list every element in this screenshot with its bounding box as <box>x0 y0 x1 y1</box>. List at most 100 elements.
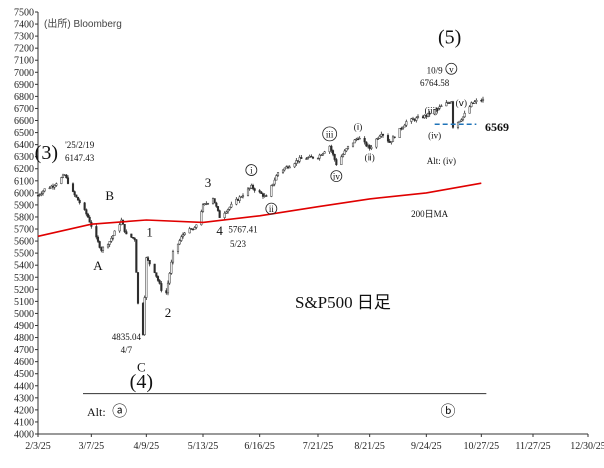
price-candle <box>380 133 383 137</box>
price-candle <box>181 234 185 238</box>
price-candle <box>78 200 81 204</box>
wave-label: 1 <box>146 224 153 239</box>
wave-label: 4/7 <box>121 345 133 355</box>
y-tick-label: 5500 <box>14 249 34 260</box>
price-series <box>36 96 485 336</box>
price-candle <box>160 283 163 291</box>
price-candle <box>258 190 261 193</box>
y-tick-label: 4800 <box>14 333 34 344</box>
x-tick-label: 9/24/25 <box>411 441 442 452</box>
wave-label: (3) <box>35 142 58 164</box>
y-tick-label: 7400 <box>14 20 34 31</box>
wave-label: 3 <box>205 175 212 190</box>
wave-circle <box>265 202 278 215</box>
price-candle <box>298 157 301 162</box>
price-candle <box>365 141 368 147</box>
price-candle <box>110 238 113 242</box>
price-candle <box>265 195 268 197</box>
price-candle <box>458 120 461 123</box>
price-candle <box>166 282 170 294</box>
wave-label: B <box>105 188 114 203</box>
price-candle <box>461 116 465 121</box>
price-candle <box>40 193 43 195</box>
price-candle <box>353 139 356 144</box>
price-candle <box>50 185 53 189</box>
y-tick-label: 4300 <box>14 393 34 404</box>
price-candle <box>36 195 40 197</box>
price-candle <box>153 263 156 273</box>
price-candle <box>426 112 430 117</box>
x-tick-label: 2/3/25 <box>25 441 51 452</box>
wave-label: iv <box>333 172 341 182</box>
wave-label: v <box>449 64 454 74</box>
price-candle <box>143 297 146 335</box>
price-candle <box>335 159 338 165</box>
price-candle <box>235 198 238 205</box>
price-candle <box>63 174 66 177</box>
y-tick-label: 5000 <box>14 309 34 320</box>
y-tick-label: 7100 <box>14 56 34 67</box>
price-candle <box>471 102 475 104</box>
price-candle <box>213 198 216 204</box>
y-tick-label: 4500 <box>14 369 34 380</box>
price-candle <box>318 154 321 159</box>
price-candle <box>191 228 195 231</box>
wave-label: '25/2/19 <box>65 140 95 150</box>
price-candle <box>195 224 198 228</box>
price-candle <box>403 124 406 128</box>
price-candle <box>176 243 180 252</box>
price-candle <box>456 121 460 128</box>
price-candle <box>288 166 291 169</box>
price-candle <box>148 260 151 265</box>
price-candle <box>363 138 366 143</box>
wave-label: 200日MA <box>411 209 449 219</box>
y-tick-label: 6000 <box>14 188 34 199</box>
price-candle <box>95 226 98 238</box>
y-tick-label: 7200 <box>14 44 34 55</box>
price-candle <box>398 127 401 138</box>
wave-label: (iii) <box>425 105 439 115</box>
price-candle <box>170 261 173 274</box>
price-candle <box>283 167 286 171</box>
price-candle <box>351 142 355 147</box>
y-tick-label: 4700 <box>14 345 34 356</box>
price-candle <box>421 116 425 119</box>
price-candle <box>368 145 371 149</box>
y-tick-label: 7000 <box>14 68 34 79</box>
wave-label: A <box>93 258 103 273</box>
wave-label: iii <box>326 129 334 139</box>
price-candle <box>260 191 263 194</box>
y-tick-label: 5100 <box>14 297 34 308</box>
price-candle <box>211 198 215 204</box>
price-candle <box>321 152 325 156</box>
y-tick-label: 4900 <box>14 321 34 332</box>
x-tick-label: 3/7/25 <box>79 441 105 452</box>
ma200-line <box>37 182 482 238</box>
price-candle <box>416 116 420 119</box>
price-candle <box>108 241 111 245</box>
price-candle <box>226 208 230 213</box>
price-candle <box>123 224 126 232</box>
x-tick-label: 7/21/25 <box>303 441 334 452</box>
wave-label: ⓑ <box>440 403 455 420</box>
price-candle <box>193 227 196 230</box>
price-candle <box>446 102 450 104</box>
price-candle <box>428 112 431 115</box>
price-candle <box>273 179 276 185</box>
price-candle <box>405 121 408 126</box>
price-candle <box>251 185 255 189</box>
y-tick-label: 6200 <box>14 164 34 175</box>
price-candle <box>295 160 298 164</box>
price-candle <box>156 276 160 281</box>
ma200-series <box>37 182 482 238</box>
price-candle <box>263 195 266 197</box>
wave-label: 4 <box>216 223 223 238</box>
y-tick-label: 5400 <box>14 261 34 272</box>
price-candle <box>60 177 63 184</box>
price-candle <box>241 195 245 198</box>
price-candle <box>76 196 80 201</box>
price-candle <box>438 106 441 109</box>
wave-label: 6147.43 <box>65 153 95 163</box>
